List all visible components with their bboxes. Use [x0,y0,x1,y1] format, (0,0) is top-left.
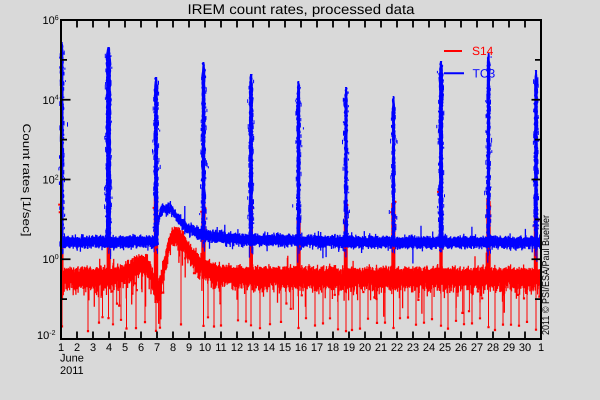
svg-text:8: 8 [170,342,176,354]
svg-text:Count rates [1/sec]: Count rates [1/sec] [20,124,32,237]
svg-text:30: 30 [519,342,531,354]
svg-text:24: 24 [423,342,435,354]
svg-text:102: 102 [43,174,59,186]
svg-text:1: 1 [58,342,64,354]
svg-text:7: 7 [154,342,160,354]
svg-text:25: 25 [439,342,451,354]
svg-text:IREM count rates, processed da: IREM count rates, processed data [188,1,415,17]
svg-text:12: 12 [231,342,243,354]
svg-text:27: 27 [471,342,483,354]
svg-text:28: 28 [487,342,499,354]
svg-text:6: 6 [138,342,144,354]
svg-text:2011 © PSI/ESA/Paul Buehler: 2011 © PSI/ESA/Paul Buehler [541,214,552,335]
svg-text:21: 21 [375,342,387,354]
svg-text:10: 10 [199,342,211,354]
svg-text:19: 19 [343,342,355,354]
svg-text:2011: 2011 [60,365,84,377]
svg-text:11: 11 [215,342,226,354]
svg-text:104: 104 [43,95,59,107]
svg-text:23: 23 [407,342,419,354]
svg-text:S14: S14 [472,44,494,58]
svg-text:9: 9 [186,342,192,354]
svg-text:17: 17 [311,342,323,354]
svg-text:2: 2 [74,342,80,354]
svg-text:18: 18 [327,342,339,354]
svg-text:22: 22 [391,342,403,354]
svg-text:26: 26 [455,342,467,354]
svg-text:5: 5 [122,342,128,354]
svg-text:4: 4 [106,342,112,354]
svg-text:14: 14 [263,342,275,354]
svg-text:1: 1 [538,342,544,354]
svg-text:106: 106 [43,15,59,27]
svg-text:3: 3 [90,342,96,354]
svg-text:15: 15 [279,342,291,354]
svg-text:100: 100 [43,254,59,266]
svg-text:20: 20 [359,342,371,354]
svg-text:June: June [60,353,84,365]
svg-text:13: 13 [247,342,259,354]
svg-text:TC3: TC3 [473,67,496,81]
svg-text:29: 29 [503,342,515,354]
svg-text:16: 16 [295,342,307,354]
